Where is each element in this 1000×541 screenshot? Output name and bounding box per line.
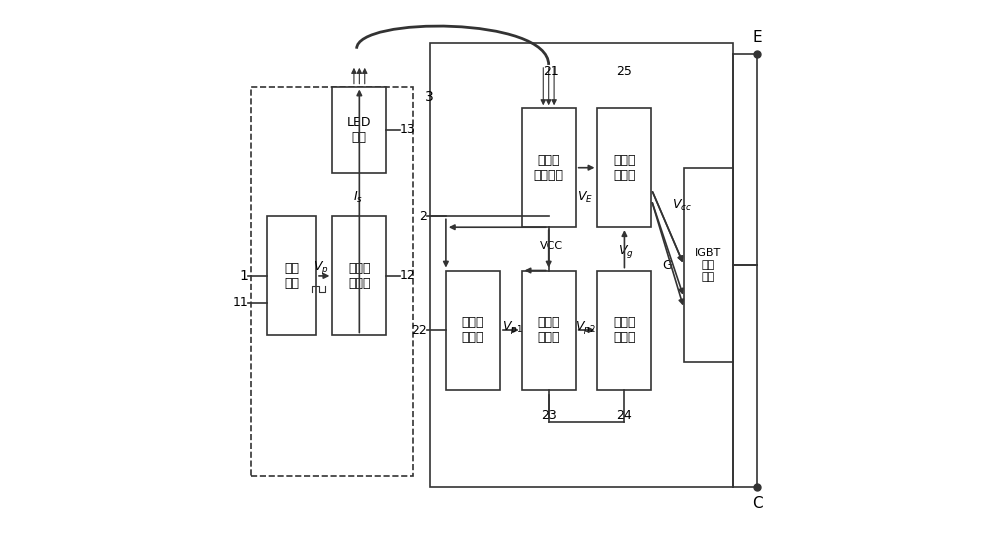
FancyBboxPatch shape bbox=[332, 87, 386, 173]
Text: 2: 2 bbox=[419, 210, 427, 223]
Text: 信号调
制模块: 信号调 制模块 bbox=[348, 262, 371, 290]
Text: 电流放
大模块: 电流放 大模块 bbox=[613, 316, 636, 344]
Text: $V_{cc}$: $V_{cc}$ bbox=[672, 198, 692, 213]
Text: $V_{p1}$: $V_{p1}$ bbox=[502, 319, 523, 336]
Text: 控制
模块: 控制 模块 bbox=[284, 262, 299, 290]
FancyBboxPatch shape bbox=[332, 216, 386, 335]
Text: E: E bbox=[752, 30, 762, 45]
FancyBboxPatch shape bbox=[684, 168, 733, 362]
Text: $V_E$: $V_E$ bbox=[577, 190, 594, 205]
Text: 21: 21 bbox=[544, 65, 559, 78]
Text: 脉冲变
换模块: 脉冲变 换模块 bbox=[613, 154, 636, 182]
FancyBboxPatch shape bbox=[597, 108, 651, 227]
FancyBboxPatch shape bbox=[267, 216, 316, 335]
Text: 11: 11 bbox=[233, 296, 248, 309]
Text: IGBT
开关
器件: IGBT 开关 器件 bbox=[695, 248, 721, 282]
FancyBboxPatch shape bbox=[430, 43, 733, 487]
FancyBboxPatch shape bbox=[446, 270, 500, 390]
FancyBboxPatch shape bbox=[522, 270, 576, 390]
Text: 23: 23 bbox=[541, 409, 557, 422]
Text: $I_s$: $I_s$ bbox=[353, 190, 363, 205]
Text: $V_{p2}$: $V_{p2}$ bbox=[575, 319, 596, 336]
Text: 12: 12 bbox=[400, 269, 416, 282]
Text: 22: 22 bbox=[411, 324, 427, 337]
Text: 1: 1 bbox=[240, 269, 248, 283]
Text: 信号解
调模块: 信号解 调模块 bbox=[462, 316, 484, 344]
Text: $V_g$: $V_g$ bbox=[618, 243, 633, 260]
Text: 24: 24 bbox=[617, 409, 632, 422]
Text: 25: 25 bbox=[616, 65, 632, 78]
Text: 13: 13 bbox=[400, 123, 416, 136]
Text: $V_p$: $V_p$ bbox=[313, 259, 328, 276]
Text: G: G bbox=[662, 259, 672, 272]
Text: 光电池
电源模块: 光电池 电源模块 bbox=[534, 154, 564, 182]
Text: LED
灯组: LED 灯组 bbox=[347, 116, 372, 144]
Text: VCC: VCC bbox=[540, 241, 563, 250]
FancyBboxPatch shape bbox=[522, 108, 576, 227]
Text: 电压放
大模块: 电压放 大模块 bbox=[537, 316, 560, 344]
Text: 3: 3 bbox=[425, 90, 434, 104]
FancyBboxPatch shape bbox=[597, 270, 651, 390]
Text: C: C bbox=[752, 496, 762, 511]
